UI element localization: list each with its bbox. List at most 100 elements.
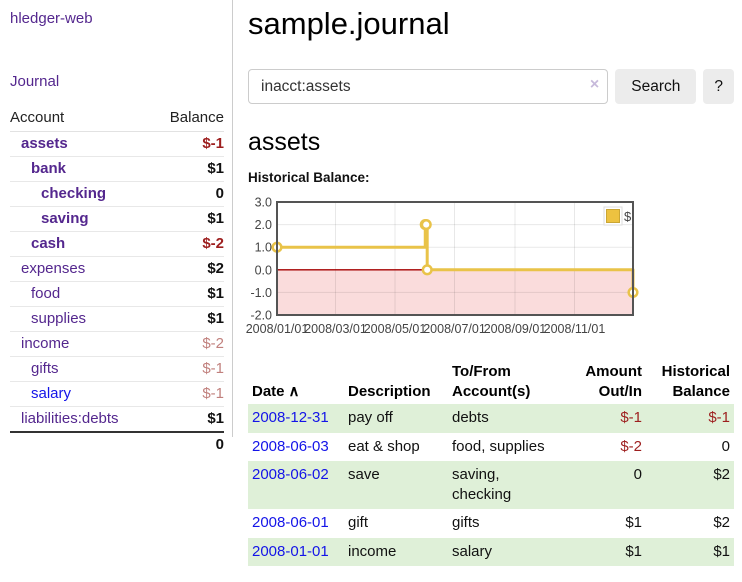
transaction-date-link[interactable]: 2008-06-01 xyxy=(252,514,329,532)
page-title: sample.journal xyxy=(248,6,450,41)
account-link-checking[interactable]: checking xyxy=(41,185,107,202)
account-balance: $-1 xyxy=(152,131,224,157)
account-link-liabilities-debts[interactable]: liabilities:debts xyxy=(21,410,119,427)
svg-text:$: $ xyxy=(624,209,632,224)
register-row: 2008-06-02 save saving, checking 0 $2 xyxy=(248,461,734,510)
register-header-date[interactable]: Date ∧ xyxy=(252,382,300,400)
clear-search-icon[interactable]: × xyxy=(589,76,600,94)
transaction-accounts: food, supplies xyxy=(452,437,545,455)
account-row: cash $-2 xyxy=(10,231,224,257)
account-balance: $-2 xyxy=(152,231,224,257)
account-balance: $-1 xyxy=(152,356,224,382)
register-row: 2008-06-03 eat & shop food, supplies $-2 0 xyxy=(248,433,734,462)
account-row: expenses $2 xyxy=(10,256,224,282)
account-link-expenses[interactable]: expenses xyxy=(21,260,86,277)
account-tree-body: assets $-1 bank $1 checking 0 saving $1 cash $-2 e… xyxy=(10,131,224,457)
transaction-description: eat & shop xyxy=(348,437,420,455)
register-table: Date ∧ Description To/From Account(s) Amo… xyxy=(248,361,734,567)
account-link-assets[interactable]: assets xyxy=(21,135,68,152)
sort-ascending-icon: ∧ xyxy=(288,382,300,400)
transaction-description: income xyxy=(348,542,397,560)
transaction-date-link[interactable]: 2008-12-31 xyxy=(252,409,329,427)
account-heading: assets xyxy=(248,128,321,157)
total-row: 0 xyxy=(10,431,224,457)
svg-text:1.0: 1.0 xyxy=(255,241,272,255)
account-row: assets $-1 xyxy=(10,131,224,157)
transaction-balance: $2 xyxy=(713,466,730,484)
account-row: liabilities:debts $1 xyxy=(10,406,224,433)
transaction-date-link[interactable]: 2008-01-01 xyxy=(252,542,329,560)
search-input[interactable] xyxy=(248,69,609,105)
transaction-amount: $-1 xyxy=(620,409,642,427)
account-row: salary $-1 xyxy=(10,381,224,407)
account-link-gifts[interactable]: gifts xyxy=(31,360,59,377)
register-header-amount: Amount Out/In xyxy=(585,363,642,400)
account-balance: 0 xyxy=(152,181,224,207)
account-balance: $2 xyxy=(152,256,224,282)
svg-text:2008/09/01: 2008/09/01 xyxy=(484,322,547,336)
transaction-amount: 0 xyxy=(633,466,642,484)
search-button[interactable]: Search xyxy=(615,69,697,105)
svg-text:0.0: 0.0 xyxy=(255,263,272,277)
balance-column-header: Balance xyxy=(152,106,224,132)
svg-text:2008/07/01: 2008/07/01 xyxy=(423,322,486,336)
account-row: supplies $1 xyxy=(10,306,224,332)
account-balance: $1 xyxy=(152,206,224,232)
transaction-accounts: saving, checking xyxy=(452,466,512,503)
account-balance: $-1 xyxy=(152,381,224,407)
svg-text:2008/05/01: 2008/05/01 xyxy=(364,322,427,336)
account-row: income $-2 xyxy=(10,331,224,357)
help-button[interactable]: ? xyxy=(703,69,734,105)
account-link-cash[interactable]: cash xyxy=(31,235,66,252)
transaction-amount: $-2 xyxy=(620,437,642,455)
account-link-food[interactable]: food xyxy=(31,285,61,302)
transaction-balance: 0 xyxy=(721,437,730,455)
transaction-amount: $1 xyxy=(625,514,642,532)
transaction-amount: $1 xyxy=(625,542,642,560)
transaction-balance: $1 xyxy=(713,542,730,560)
sidebar: hledger-web Journal Account Balance asse… xyxy=(0,0,233,457)
account-row: saving $1 xyxy=(10,206,224,232)
account-row: checking 0 xyxy=(10,181,224,207)
register-row: 2008-06-01 gift gifts $1 $2 xyxy=(248,509,734,538)
svg-text:-2.0: -2.0 xyxy=(250,309,272,323)
transaction-description: gift xyxy=(348,514,369,532)
account-link-supplies[interactable]: supplies xyxy=(31,310,87,327)
register-row: 2008-01-01 income salary $1 $1 xyxy=(248,537,734,567)
account-balance: $-2 xyxy=(152,331,224,357)
account-link-bank[interactable]: bank xyxy=(31,160,67,177)
account-tree: Account Balance assets $-1 bank $1 checking 0… xyxy=(10,106,224,457)
main-content: sample.journal × Search ? assets Histori… xyxy=(233,0,742,567)
svg-text:2.0: 2.0 xyxy=(255,218,272,232)
account-link-income[interactable]: income xyxy=(21,335,70,352)
svg-text:3.0: 3.0 xyxy=(255,196,272,210)
account-column-header: Account xyxy=(10,106,153,132)
account-link-salary[interactable]: salary xyxy=(31,385,72,402)
svg-text:2008/01/01: 2008/01/01 xyxy=(246,322,309,336)
sidebar-item-journal[interactable]: Journal xyxy=(10,73,60,90)
transaction-description: save xyxy=(348,466,380,484)
chart-label: Historical Balance: xyxy=(248,170,370,186)
account-row: food $1 xyxy=(10,281,224,307)
total-balance: 0 xyxy=(152,431,224,457)
app-brand-link[interactable]: hledger-web xyxy=(10,10,93,27)
search-form: × Search ? xyxy=(248,69,734,105)
account-balance: $1 xyxy=(152,156,224,182)
transaction-accounts: salary xyxy=(452,542,493,560)
register-body: 2008-12-31 pay off debts $-1 $-1 2008-06-03 ea… xyxy=(248,404,734,567)
account-link-saving[interactable]: saving xyxy=(41,210,89,227)
register-header-balance: Historical Balance xyxy=(661,363,730,400)
svg-text:2008/11/01: 2008/11/01 xyxy=(544,322,606,336)
account-balance: $1 xyxy=(152,281,224,307)
account-balance: $1 xyxy=(152,306,224,332)
svg-text:2008/03/01: 2008/03/01 xyxy=(304,322,367,336)
transaction-accounts: gifts xyxy=(452,514,480,532)
transaction-date-link[interactable]: 2008-06-02 xyxy=(252,466,329,484)
register-header-accounts: To/From Account(s) xyxy=(452,363,531,400)
account-row: gifts $-1 xyxy=(10,356,224,382)
register-header-description: Description xyxy=(348,382,431,400)
transaction-description: pay off xyxy=(348,409,393,427)
transaction-date-link[interactable]: 2008-06-03 xyxy=(252,437,329,455)
transaction-accounts: debts xyxy=(452,409,489,427)
historical-balance-chart[interactable]: $3.0 2.0 1.0 0.0 -1.0 -2.0 2008/01/01 2008/03/0… xyxy=(246,196,734,342)
